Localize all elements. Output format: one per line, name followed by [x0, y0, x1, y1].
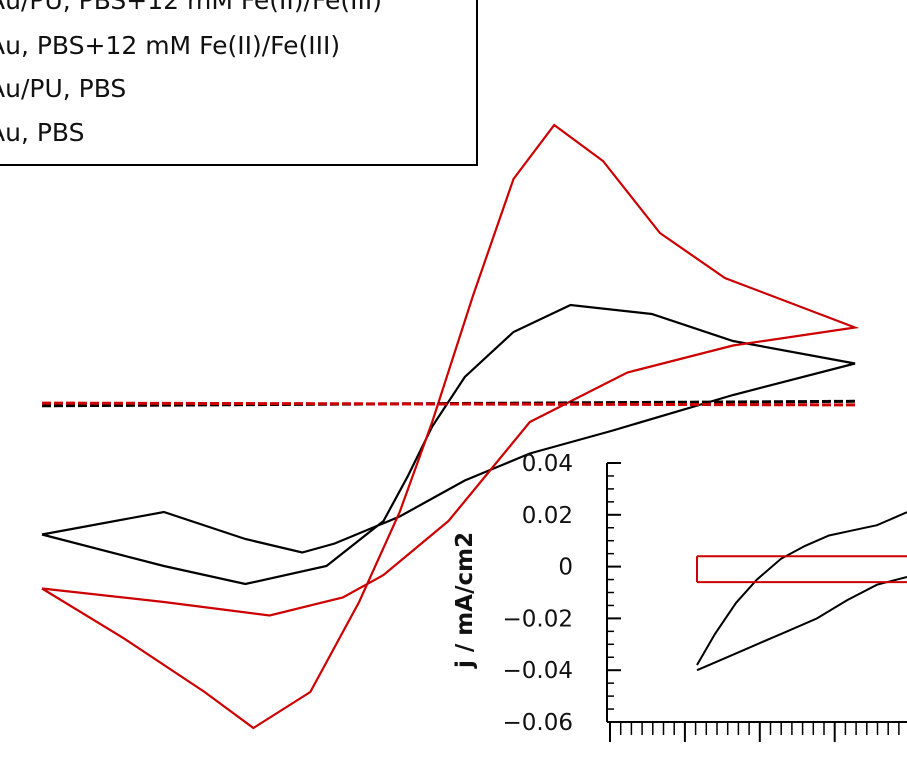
legend: Au/PU, PBS+12 mM Fe(II)/Fe(III) Au, PBS+… — [0, 0, 478, 166]
inset-y-ticks: 0.04 0.02 0 −0.02 −0.04 −0.06 — [503, 451, 621, 736]
inset-y-axis-label: j / mA/cm2 — [452, 532, 478, 669]
main-series-3 — [41, 399, 856, 408]
inset-y-tick-label: −0.04 — [503, 658, 573, 684]
legend-entry-2: Au, PBS+12 mM Fe(II)/Fe(III) — [0, 31, 341, 60]
legend-entry-1: Au/PU, PBS+12 mM Fe(II)/Fe(III) — [0, 0, 382, 15]
inset-y-tick-label: 0 — [558, 555, 573, 581]
inset-y-tick-label: 0.02 — [522, 503, 573, 529]
inset-series-group — [696, 511, 907, 672]
inset-y-tick-label: 0.04 — [522, 451, 573, 477]
inset-series-2 — [696, 576, 907, 672]
inset-y-tick-label: −0.06 — [503, 710, 573, 736]
inset-background — [582, 462, 907, 732]
inset-y-tick-label: −0.02 — [503, 606, 573, 632]
main-series-4 — [41, 401, 856, 407]
main-series-2 — [41, 123, 860, 730]
legend-entry-4: Au, PBS — [0, 118, 85, 147]
inset-chart: 0.04 0.02 0 −0.02 −0.04 −0.06 j / mA/cm2 — [452, 451, 907, 742]
inset-x-ticks — [609, 722, 900, 742]
inset-series-1 — [696, 511, 907, 666]
main-series-1 — [41, 303, 856, 586]
main-series-group — [41, 123, 860, 730]
legend-entry-3: Au/PU, PBS — [0, 74, 127, 103]
